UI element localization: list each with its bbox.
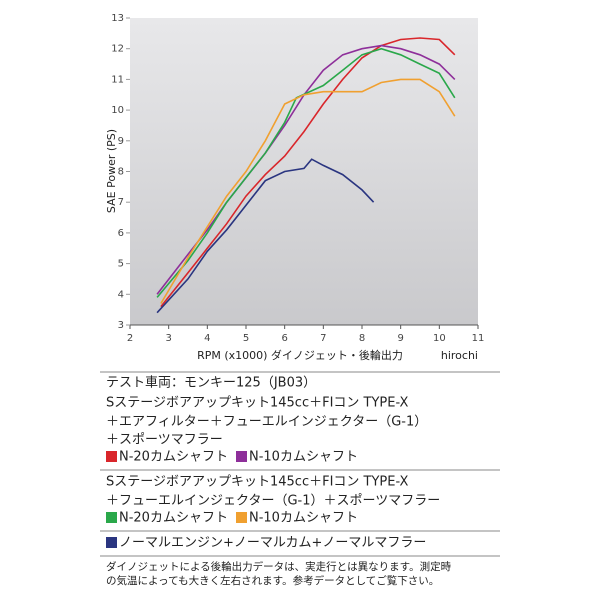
y-tick-label: 7 [118, 197, 124, 208]
y-tick-label: 10 [111, 105, 124, 116]
x-tick-label: 10 [433, 333, 446, 344]
series-line [160, 78, 456, 304]
y-tick-label: 13 [111, 13, 124, 24]
x-tick-label: 11 [472, 333, 485, 344]
watermark: hirochi [441, 349, 478, 362]
x-tick-label: 7 [320, 333, 326, 344]
legend-swatch [236, 451, 247, 462]
y-axis-label: SAE Power (PS) [105, 129, 118, 213]
legend-label: N-20カムシャフト [119, 511, 228, 526]
series-line [156, 47, 456, 298]
y-tick-label: 3 [118, 320, 124, 331]
y-tick-label: 9 [118, 136, 124, 147]
legend-swatch [106, 451, 117, 462]
y-tick-label: 6 [118, 228, 124, 239]
legend-label: N-10カムシャフト [249, 511, 358, 526]
series-line [160, 37, 456, 308]
legend-swatch [106, 512, 117, 523]
legend-swatch [236, 512, 247, 523]
spec-line: ＋エアフィルター＋フューエルインジェクター（G-1） [106, 415, 427, 430]
x-tick-label: 5 [243, 333, 249, 344]
y-tick-label: 11 [111, 74, 124, 85]
spec-line: ＋スポーツマフラー [106, 433, 223, 448]
spec-line: Sステージボアアップキット145cc＋FIコン TYPE-X [106, 475, 409, 490]
x-tick-label: 6 [281, 333, 287, 344]
note: の気温によっても大きく左右されます。参考データとしてご覧下さい。 [106, 574, 439, 587]
series-line [156, 44, 456, 295]
vehicle: テスト車両：モンキー125（JB03） [106, 376, 316, 391]
legend-label: ノーマルエンジン+ノーマルカム+ノーマルマフラー [119, 536, 426, 551]
y-tick-label: 4 [118, 289, 124, 300]
y-tick-label: 8 [118, 167, 124, 178]
note: ダイノジェットによる後輪出力データは、実走行とは異なります。測定時 [106, 560, 452, 573]
spec-line: Sステージボアアップキット145cc＋FIコン TYPE-X [106, 396, 409, 411]
series-line [156, 158, 375, 314]
x-axis-label: RPM (x1000) ダイノジェット・後輪出力 [197, 348, 403, 362]
x-tick-label: 9 [397, 333, 403, 344]
x-tick-label: 8 [359, 333, 365, 344]
legend-swatch [106, 537, 117, 548]
y-tick-label: 5 [118, 259, 124, 270]
legend-label: N-10カムシャフト [249, 450, 358, 465]
x-tick-label: 4 [204, 333, 210, 344]
spec-line: ＋フューエルインジェクター（G-1）＋スポーツマフラー [106, 494, 440, 509]
x-tick-label: 2 [127, 333, 133, 344]
y-tick-label: 12 [111, 44, 124, 55]
x-tick-label: 3 [165, 333, 171, 344]
legend-label: N-20カムシャフト [119, 450, 228, 465]
